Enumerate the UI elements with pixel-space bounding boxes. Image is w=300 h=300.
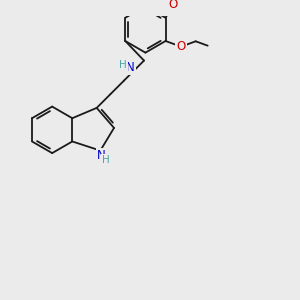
Text: N: N bbox=[97, 149, 105, 162]
Text: H: H bbox=[102, 155, 110, 165]
Text: H: H bbox=[119, 60, 127, 70]
Text: O: O bbox=[176, 40, 186, 53]
Text: N: N bbox=[126, 61, 135, 74]
Text: O: O bbox=[169, 0, 178, 11]
